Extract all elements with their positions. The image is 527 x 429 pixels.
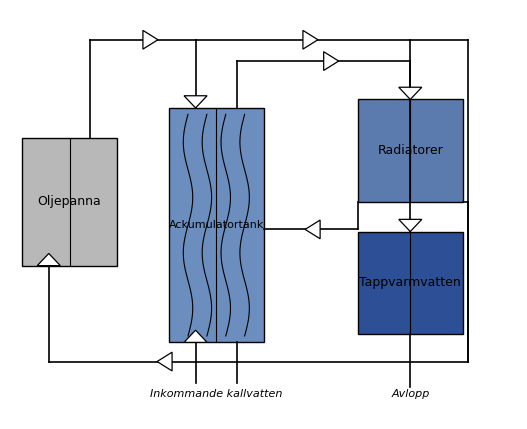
Polygon shape — [184, 96, 207, 108]
FancyBboxPatch shape — [358, 232, 463, 334]
Polygon shape — [37, 254, 60, 266]
Polygon shape — [143, 30, 158, 49]
Text: Avlopp: Avlopp — [391, 389, 430, 399]
Polygon shape — [399, 87, 422, 100]
Polygon shape — [305, 220, 320, 239]
FancyBboxPatch shape — [22, 138, 116, 266]
Polygon shape — [399, 219, 422, 232]
FancyBboxPatch shape — [358, 100, 463, 202]
Text: Ackumulatortank: Ackumulatortank — [169, 220, 264, 230]
FancyBboxPatch shape — [169, 108, 264, 342]
Text: Oljepanna: Oljepanna — [37, 195, 101, 208]
Polygon shape — [157, 352, 172, 371]
Text: Inkommande kallvatten: Inkommande kallvatten — [150, 389, 282, 399]
Text: Tappvarmvatten: Tappvarmvatten — [359, 276, 461, 289]
Polygon shape — [184, 330, 207, 342]
Polygon shape — [324, 51, 339, 70]
Polygon shape — [303, 30, 318, 49]
Text: Radiatorer: Radiatorer — [377, 144, 443, 157]
